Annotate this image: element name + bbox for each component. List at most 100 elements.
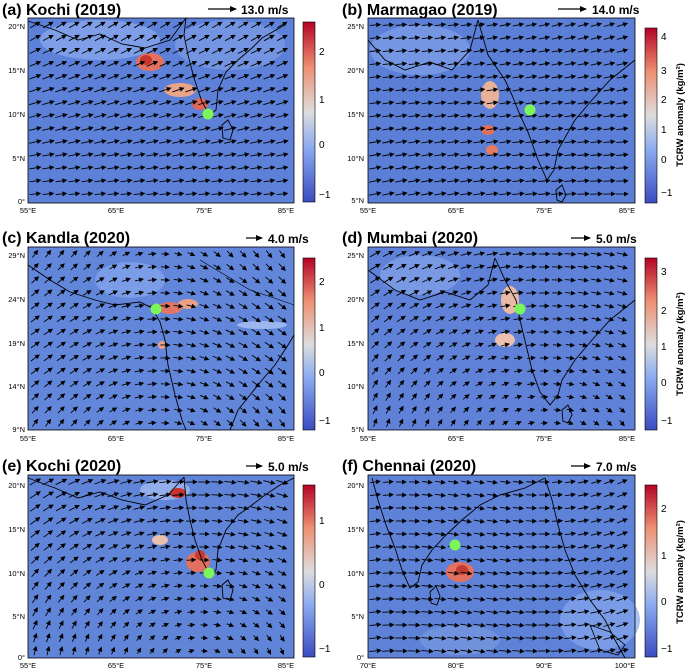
wind-arrow-icon (499, 113, 512, 119)
wind-arrow-icon (173, 21, 184, 29)
wind-arrow-icon (225, 290, 235, 296)
coastline-india (183, 17, 287, 116)
wind-arrow-icon (172, 87, 185, 93)
wind-arrow-icon (421, 74, 434, 80)
wind-arrow-icon (382, 648, 395, 654)
wind-arrow-icon (369, 61, 382, 67)
wind-arrow-icon (525, 505, 538, 511)
wind-arrow-icon (134, 290, 145, 296)
wind-arrow-icon (120, 100, 133, 106)
wind-arrow-icon (473, 35, 486, 41)
colorbar-tick-label: −1 (661, 416, 673, 427)
wind-arrow-icon (43, 315, 53, 323)
wind-arrow-icon (525, 100, 538, 106)
wind-arrow-icon (212, 21, 223, 29)
wind-arrow-icon (94, 100, 107, 106)
colorbar-tick-label: −1 (661, 644, 673, 655)
wind-arrow-icon (133, 165, 146, 171)
lon-axis: 55°E 65°E 75°E 85°E (20, 661, 294, 670)
wind-arrow-icon (94, 139, 107, 145)
wind-arrow-icon (473, 113, 486, 119)
wind-arrow-icon (82, 316, 93, 322)
wind-arrow-icon (226, 277, 235, 283)
wind-arrow-icon (499, 126, 512, 132)
wind-arrow-icon (603, 152, 616, 158)
wind-arrow-icon (276, 87, 289, 93)
wind-arrow-icon (108, 342, 119, 348)
lat-axis: 25°N 20°N 15°N 10°N 5°N (347, 251, 364, 434)
wind-arrow-icon (224, 126, 237, 131)
wind-arrow-icon (564, 74, 577, 80)
wind-arrow-icon (251, 367, 261, 375)
lon-tick-label: 65°E (448, 434, 464, 443)
wind-arrow-icon (133, 191, 146, 197)
map-area (367, 246, 636, 431)
wind-arrow-icon (551, 518, 564, 524)
wind-arrow-icon (211, 178, 224, 184)
wind-arrow-icon (276, 74, 289, 80)
wind-arrow-icon (237, 60, 250, 67)
wind-arrow-icon (551, 583, 564, 589)
wind-arrow-icon (148, 264, 157, 270)
wind-arrow-icon (81, 152, 94, 158)
lon-tick-label: 85°E (278, 206, 294, 215)
wind-arrow-icon (120, 48, 132, 54)
wind-arrow-icon (486, 74, 499, 80)
wind-arrow-icon (590, 61, 603, 67)
wind-arrow-icon (173, 342, 184, 348)
wind-arrow-icon (616, 113, 629, 119)
wind-arrow-icon (263, 191, 276, 197)
wind-arrow-icon (133, 113, 146, 118)
lat-tick-label: 5°N (351, 425, 364, 434)
wind-arrow-icon (29, 47, 42, 54)
wind-arrow-icon (276, 126, 289, 131)
wind-arrow-icon (42, 178, 55, 184)
wind-arrow-icon (263, 139, 276, 145)
wind-arrow-icon (211, 139, 224, 145)
wind-arrow-icon (382, 152, 395, 158)
wind-arrow-icon (172, 191, 185, 197)
wind-arrow-icon (146, 178, 159, 184)
wind-arrow-icon (159, 73, 172, 80)
wind-arrow-icon (107, 113, 120, 118)
lon-tick-label: 75°E (196, 434, 212, 443)
wind-arrow-icon (369, 113, 382, 119)
wind-arrow-icon (382, 35, 395, 41)
wind-arrow-icon (122, 264, 131, 270)
panel-f: (f) Chennai (2020) 7.0 m/s 20°N 15°N 10°… (342, 458, 685, 670)
wind-arrow-icon (251, 342, 262, 349)
wind-arrow-icon (473, 126, 486, 132)
wind-arrow-icon (525, 191, 538, 197)
wind-arrow-icon (70, 263, 78, 271)
wind-arrow-icon (68, 113, 81, 118)
wind-arrow-icon (146, 100, 159, 106)
wind-arrow-icon (225, 21, 236, 29)
wind-arrow-icon (55, 178, 68, 184)
wind-arrow-icon (133, 86, 146, 93)
colorbar-tick-label: 0 (661, 378, 667, 389)
wind-arrow-icon (199, 303, 210, 309)
wind-arrow-icon (577, 113, 590, 119)
lat-axis: 20°N 15°N 10°N 5°N 0° (8, 481, 25, 662)
wind-arrow-icon (564, 165, 577, 171)
wind-arrow-icon (473, 48, 486, 54)
wind-arrow-icon (265, 276, 274, 284)
wind-arrow-icon (212, 277, 222, 283)
wind-arrow-icon (264, 341, 275, 349)
lon-tick-label: 85°E (278, 434, 294, 443)
anomaly-patch (237, 321, 287, 329)
wind-arrow-icon (421, 100, 434, 106)
wind-arrow-icon (434, 152, 447, 158)
wind-arrow-icon (395, 61, 408, 67)
lon-tick-label: 65°E (108, 206, 124, 215)
wind-arrow-icon (225, 355, 236, 361)
wind-arrow-icon (42, 165, 55, 171)
wind-arrow-icon (512, 165, 525, 171)
wind-arrow-icon (447, 61, 460, 67)
wind-arrow-icon (603, 126, 616, 132)
wind-arrow-icon (44, 263, 52, 271)
wind-arrow-icon (408, 61, 421, 67)
wind-arrow-icon (525, 492, 537, 498)
wind-arrow-icon (55, 21, 67, 29)
wind-arrow-icon (276, 139, 289, 145)
